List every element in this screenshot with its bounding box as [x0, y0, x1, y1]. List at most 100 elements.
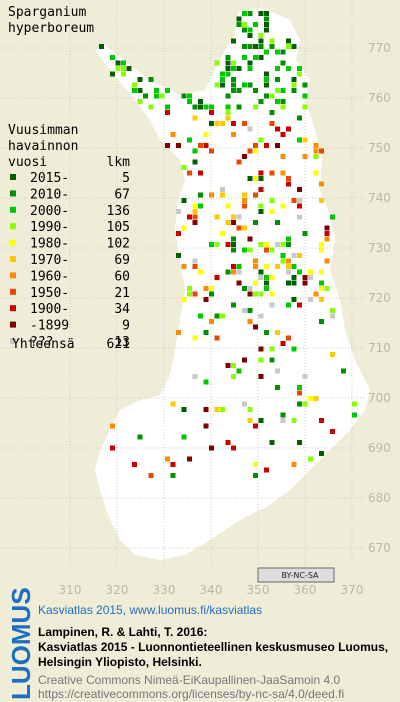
occurrence-square	[258, 313, 264, 319]
occurrence-square	[170, 462, 176, 467]
occurrence-square	[264, 11, 269, 16]
occurrence-square	[291, 88, 297, 93]
occurrence-square	[280, 170, 286, 176]
y-tick-label: 770	[368, 41, 391, 55]
legend-label: 1900-	[30, 302, 69, 317]
occurrence-square	[225, 110, 231, 115]
occurrence-square	[242, 11, 247, 16]
y-tick-label: 700	[368, 391, 391, 405]
occurrence-square	[231, 269, 236, 275]
occurrence-square	[192, 220, 198, 225]
occurrence-square	[319, 418, 324, 423]
y-tick-label: 680	[368, 491, 391, 505]
occurrence-square	[253, 324, 258, 330]
legend-count: 34	[114, 302, 130, 317]
license-text: Creative Commons Nimeä-EiKaupallinen-Jaa…	[38, 673, 340, 687]
occurrence-square	[115, 60, 121, 66]
occurrence-square	[253, 291, 258, 297]
occurrence-square	[319, 148, 324, 154]
occurrence-square	[264, 16, 269, 22]
occurrence-square	[192, 335, 198, 341]
occurrence-square	[330, 429, 335, 434]
occurrence-square	[192, 214, 198, 220]
occurrence-square	[264, 275, 269, 280]
occurrence-square	[110, 71, 115, 77]
occurrence-square	[297, 66, 302, 71]
occurrence-square	[297, 302, 302, 308]
occurrence-square	[269, 357, 275, 363]
occurrence-square	[275, 220, 280, 225]
occurrence-square	[209, 242, 214, 247]
occurrence-square	[264, 93, 269, 99]
occurrence-square	[198, 203, 203, 209]
occurrence-square	[269, 38, 275, 44]
occurrence-square	[291, 264, 297, 269]
occurrence-square	[247, 286, 253, 291]
occurrence-square	[258, 176, 264, 181]
occurrence-square	[258, 346, 264, 352]
occurrence-square	[209, 291, 214, 297]
occurrence-square	[242, 198, 247, 203]
occurrence-square	[247, 126, 253, 132]
occurrence-square	[302, 401, 308, 407]
occurrence-square	[176, 143, 181, 148]
occurrence-square	[242, 44, 247, 49]
occurrence-square	[242, 286, 247, 291]
occurrence-square	[247, 11, 253, 16]
y-tick-label: 760	[368, 91, 391, 105]
occurrence-square	[258, 170, 264, 176]
legend-count: 67	[114, 187, 130, 202]
occurrence-square	[198, 104, 203, 110]
occurrence-square	[247, 82, 253, 88]
legend-count: 9	[122, 319, 130, 334]
occurrence-square	[214, 242, 220, 247]
occurrence-square	[269, 121, 275, 126]
occurrence-square	[308, 269, 313, 275]
occurrence-square	[247, 60, 253, 66]
occurrence-square	[203, 143, 209, 148]
occurrence-square	[176, 209, 181, 214]
legend-label: -1899	[30, 319, 69, 334]
occurrence-square	[319, 242, 324, 247]
occurrence-square	[192, 291, 198, 297]
occurrence-square	[143, 93, 148, 99]
occurrence-square	[258, 275, 264, 280]
occurrence-square	[258, 33, 264, 38]
occurrence-square	[198, 192, 203, 198]
license-url: https://creativecommons.org/licenses/by-…	[38, 687, 344, 701]
occurrence-square	[236, 16, 242, 22]
occurrence-square	[236, 269, 242, 275]
occurrence-square	[264, 49, 269, 55]
occurrence-square	[115, 66, 121, 71]
occurrence-square	[286, 269, 291, 275]
occurrence-square	[247, 66, 253, 71]
occurrence-square	[352, 401, 357, 407]
occurrence-square	[319, 286, 324, 291]
occurrence-square	[231, 374, 236, 379]
occurrence-square	[121, 60, 126, 66]
occurrence-square	[231, 38, 236, 44]
legend-total-label: Yhteensä	[12, 337, 75, 352]
occurrence-square	[187, 214, 192, 220]
occurrence-square	[165, 110, 170, 115]
occurrence-square	[324, 225, 330, 231]
occurrence-square	[181, 165, 187, 170]
occurrence-square	[220, 231, 225, 236]
occurrence-square	[253, 280, 258, 286]
occurrence-square	[198, 313, 203, 319]
occurrence-square	[220, 77, 225, 82]
occurrence-square	[220, 71, 225, 77]
occurrence-square	[214, 275, 220, 280]
occurrence-square	[192, 115, 198, 121]
occurrence-square	[275, 368, 280, 374]
legend-count: 105	[107, 220, 130, 235]
occurrence-square	[275, 242, 280, 247]
y-tick-label: 710	[368, 341, 391, 355]
occurrence-square	[132, 82, 137, 88]
occurrence-square	[280, 258, 286, 264]
occurrence-square	[253, 55, 258, 60]
occurrence-square	[137, 99, 143, 104]
occurrence-square	[324, 231, 330, 236]
occurrence-square	[291, 418, 297, 423]
